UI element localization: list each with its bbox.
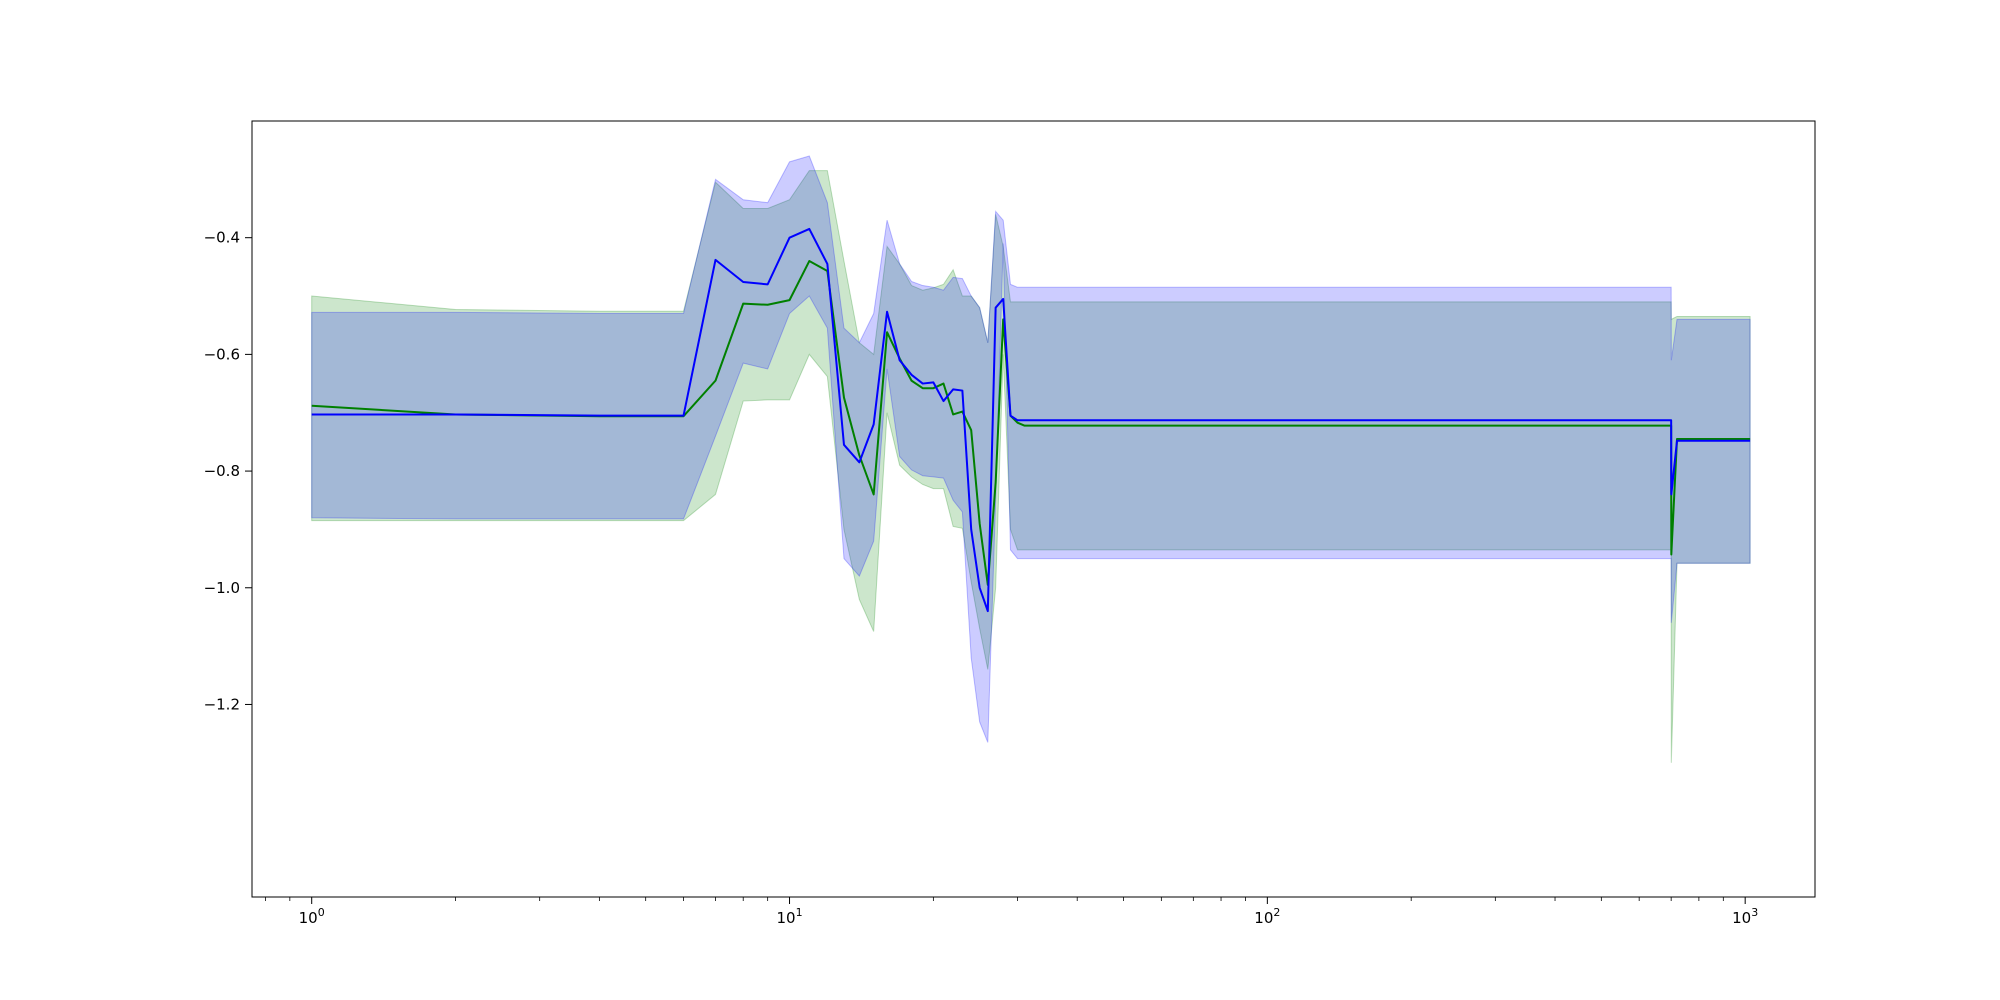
series-1-band xyxy=(311,170,1751,763)
confidence-bands xyxy=(311,155,1751,763)
x-tick-label: 103 xyxy=(1732,906,1758,927)
plot-frame xyxy=(251,120,1816,898)
y-axis-ticks: −0.4 −0.6 −0.8 −1.0 −1.2 xyxy=(204,229,252,713)
x-axis-ticks: 100 101 102 103 xyxy=(264,897,1758,927)
y-tick-label: −1.0 xyxy=(204,579,240,597)
y-tick-label: −1.2 xyxy=(204,695,240,713)
series-2-line xyxy=(311,227,1751,613)
series-lines xyxy=(311,227,1751,613)
y-tick-label: −0.6 xyxy=(204,345,240,363)
x-tick-label: 101 xyxy=(776,906,802,927)
series-1-line xyxy=(311,260,1751,586)
series-2-band xyxy=(311,155,1751,743)
y-tick-label: −0.4 xyxy=(204,229,240,247)
x-tick-label: 100 xyxy=(299,906,325,927)
y-tick-label: −0.8 xyxy=(204,462,240,480)
x-tick-label: 102 xyxy=(1254,906,1280,927)
